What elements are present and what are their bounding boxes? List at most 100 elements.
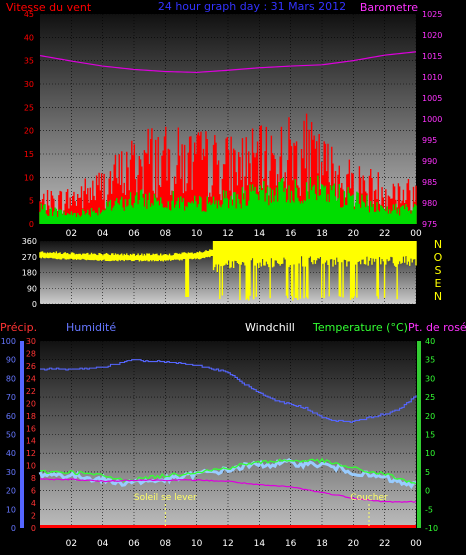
chart-title: 24 hour graph day : 31 Mars 2012 <box>158 0 346 13</box>
wind-direction-series <box>39 241 417 301</box>
baro-tick-label: 985 <box>422 178 437 187</box>
wind-baro-panel: 24 hour graph day : 31 Mars 2012 Vitesse… <box>6 0 442 239</box>
x-tick-label: 08 <box>160 229 172 239</box>
wind-tick-label: 30 <box>24 80 34 89</box>
wind-tick-label: 35 <box>24 57 34 66</box>
windchill-label: Windchill <box>245 321 295 334</box>
temp-tick-label: 20 <box>425 412 435 421</box>
x-tick-label: 10 <box>191 229 203 239</box>
baro-tick-label: 1020 <box>422 31 442 40</box>
humidity-tick-label: 60 <box>6 412 16 421</box>
humidity-series <box>40 359 417 423</box>
wind-tick-label: 40 <box>24 33 34 42</box>
direction-tick-label: 180 <box>22 269 37 278</box>
precip-tick-label: 12 <box>26 449 36 458</box>
direction-tick-label: 0 <box>32 300 37 309</box>
temp-tick-label: 40 <box>425 337 435 346</box>
x-tick-label: 06 <box>128 229 140 239</box>
humidity-tick-label: 100 <box>1 337 16 346</box>
temp-panel: Précip. Humidité Windchill Temperature (… <box>0 321 466 549</box>
humidity-tick-label: 80 <box>6 374 16 383</box>
compass-label: N <box>434 290 442 303</box>
x-tick-label: 00 <box>410 539 422 549</box>
x-tick-label: 22 <box>379 229 390 239</box>
direction-axis-ticks: 0 90 180 270 360 <box>22 237 37 309</box>
precip-tick-label: 24 <box>26 374 36 383</box>
temp-axis-ticks: -10 -5 0 5 10 15 20 25 30 35 40 <box>425 337 438 533</box>
x-tick-label: 14 <box>254 229 266 239</box>
precip-tick-label: 4 <box>31 499 36 508</box>
temp-tick-label: 15 <box>425 431 435 440</box>
wind-tick-label: 25 <box>24 103 34 112</box>
precip-tick-label: 16 <box>26 424 36 433</box>
precip-tick-label: 14 <box>26 437 36 446</box>
windchill-series <box>38 458 417 490</box>
baro-tick-label: 1000 <box>422 115 442 124</box>
wind-tick-label: 10 <box>24 173 34 182</box>
x-tick-label: 18 <box>316 229 328 239</box>
baro-tick-label: 975 <box>422 220 437 229</box>
direction-data <box>39 241 417 301</box>
x-tick-label: 14 <box>254 539 266 549</box>
wind-axis-label: Vitesse du vent <box>6 1 92 14</box>
x-tick-label: 20 <box>348 229 360 239</box>
wind-avg-series <box>39 175 417 224</box>
wind-tick-label: 5 <box>29 197 34 206</box>
x-tick-label: 00 <box>410 229 422 239</box>
x-tick-label: 16 <box>285 539 297 549</box>
humidity-tick-label: 0 <box>11 524 16 533</box>
wind-tick-label: 20 <box>24 127 34 136</box>
precip-tick-label: 20 <box>26 399 36 408</box>
humidity-tick-label: 20 <box>6 487 16 496</box>
precip-tick-label: 22 <box>26 387 36 396</box>
wind-tick-label: 45 <box>24 10 34 19</box>
baro-series <box>39 51 417 73</box>
direction-tick-label: 270 <box>22 253 37 262</box>
precip-tick-label: 28 <box>26 349 36 358</box>
x-tick-label: 04 <box>97 539 109 549</box>
baro-tick-label: 1010 <box>422 73 442 82</box>
precip-tick-label: 0 <box>31 524 36 533</box>
compass-label: O <box>434 251 443 264</box>
humidity-tick-label: 40 <box>6 449 16 458</box>
x-tick-label: 06 <box>128 539 140 549</box>
x-tick-label: 02 <box>66 539 77 549</box>
temp-tick-label: 25 <box>425 393 435 402</box>
precip-tick-label: 6 <box>31 487 36 496</box>
sunrise-label: Soleil se lever <box>134 493 197 503</box>
sunset-label: Coucher <box>350 493 388 503</box>
humidity-tick-label: 90 <box>6 356 16 365</box>
precip-tick-label: 2 <box>31 512 36 521</box>
humidity-tick-label: 30 <box>6 468 16 477</box>
temp-tick-label: 5 <box>425 468 430 477</box>
dewpoint-series <box>39 478 417 503</box>
precip-tick-label: 8 <box>31 474 36 483</box>
humidity-tick-label: 70 <box>6 393 16 402</box>
baro-tick-label: 1005 <box>422 94 442 103</box>
humidity-axis-label: Humidité <box>66 321 116 334</box>
x-tick-label: 08 <box>160 539 172 549</box>
baro-tick-label: 990 <box>422 157 437 166</box>
humidity-tick-label: 50 <box>6 431 16 440</box>
compass-label: E <box>435 277 442 290</box>
x-tick-label: 12 <box>222 229 233 239</box>
temp-x-ticks: 02 04 06 08 10 12 14 16 18 20 22 00 <box>66 539 422 549</box>
x-tick-label: 18 <box>316 539 328 549</box>
baro-axis-label: Barometre <box>360 1 418 14</box>
temp-data <box>38 359 417 528</box>
dew-label: Pt. de rosée <box>408 321 466 334</box>
direction-tick-label: 90 <box>27 284 37 293</box>
precip-tick-label: 26 <box>26 362 36 371</box>
wind-tick-label: 15 <box>24 150 34 159</box>
sun-markers: Soleil se lever Coucher <box>134 493 388 526</box>
baro-tick-label: 1015 <box>422 52 442 61</box>
baro-tick-label: 1025 <box>422 10 442 19</box>
precip-axis-label: Précip. <box>0 321 37 334</box>
x-tick-label: 20 <box>348 539 360 549</box>
temp-tick-label: 0 <box>425 487 430 496</box>
x-tick-label: 22 <box>379 539 390 549</box>
precip-tick-label: 30 <box>26 337 36 346</box>
